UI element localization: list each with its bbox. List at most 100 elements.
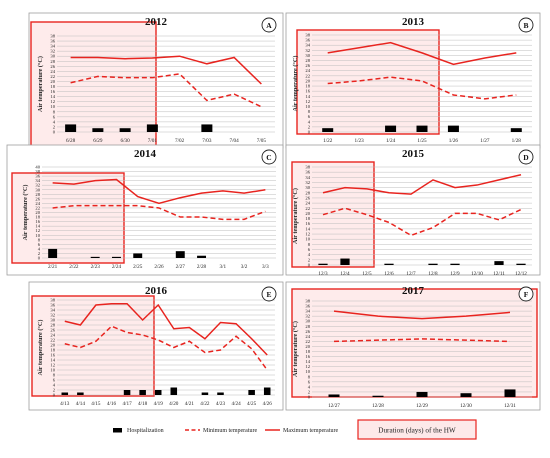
x-tick-label: 2/22 bbox=[69, 264, 79, 270]
y-tick-label: 8 bbox=[308, 242, 311, 247]
y-tick-label: 38 bbox=[50, 34, 55, 39]
y-tick-label: 14 bbox=[305, 359, 310, 364]
y-tick-label: 30 bbox=[35, 187, 40, 192]
y-tick-label: 32 bbox=[305, 314, 310, 319]
panel-title: 2016 bbox=[145, 285, 168, 297]
y-tick-label: 34 bbox=[305, 309, 310, 314]
y-tick-label: 34 bbox=[305, 175, 310, 180]
y-tick-label: 8 bbox=[53, 373, 56, 378]
x-tick-label: 1/28 bbox=[512, 138, 522, 144]
hospitalization-bar bbox=[318, 263, 328, 265]
y-tick-label: 6 bbox=[308, 247, 311, 252]
max-temperature-line bbox=[52, 178, 266, 205]
panel-letter: C bbox=[266, 153, 271, 162]
y-tick-label: 24 bbox=[305, 201, 310, 206]
y-tick-label: 38 bbox=[305, 299, 310, 304]
x-tick-label: 12/28 bbox=[372, 403, 384, 409]
y-tick-label: 4 bbox=[38, 246, 41, 251]
x-tick-label: 4/18 bbox=[138, 401, 148, 407]
hospitalization-bar bbox=[328, 394, 340, 397]
x-tick-label: 4/26 bbox=[263, 401, 273, 407]
y-tick-label: 28 bbox=[50, 323, 55, 328]
y-axis-label: Air temperature (°C) bbox=[37, 320, 44, 376]
y-tick-label: 20 bbox=[50, 343, 55, 348]
x-tick-label: 12/31 bbox=[504, 403, 516, 409]
y-tick-label: 40 bbox=[35, 165, 40, 170]
y-tick-label: 20 bbox=[305, 78, 310, 83]
y-tick-label: 10 bbox=[50, 368, 55, 373]
hw-duration-box bbox=[11, 172, 125, 264]
x-tick-label: 12/9 bbox=[450, 271, 460, 277]
hospitalization-bar bbox=[119, 128, 131, 132]
y-tick-label: 22 bbox=[305, 73, 310, 78]
max-temperature-line bbox=[333, 310, 511, 320]
x-tick-label: 4/19 bbox=[154, 401, 164, 407]
max-temperature-line bbox=[64, 303, 268, 356]
y-tick-label: 22 bbox=[50, 338, 55, 343]
x-tick-label: 6/29 bbox=[93, 138, 103, 144]
y-tick-label: 4 bbox=[53, 119, 56, 124]
x-tick-label: 1/24 bbox=[386, 138, 396, 144]
y-tick-label: 24 bbox=[50, 333, 55, 338]
panel-letter: A bbox=[266, 21, 272, 30]
panel-letter-circle bbox=[518, 286, 534, 302]
hospitalization-bar bbox=[428, 263, 438, 265]
hospitalization-bar bbox=[123, 390, 131, 395]
hospitalization-bar bbox=[154, 390, 162, 395]
hospitalization-bar bbox=[92, 128, 104, 132]
x-tick-label: 7/01 bbox=[148, 138, 158, 144]
min-temperature-line bbox=[333, 338, 511, 343]
min-temperature-line bbox=[327, 76, 517, 100]
hospitalization-bar bbox=[416, 391, 428, 397]
y-tick-label: 26 bbox=[50, 64, 55, 69]
hospitalization-bar bbox=[460, 393, 472, 397]
x-tick-label: 6/30 bbox=[121, 138, 131, 144]
x-tick-label: 4/16 bbox=[107, 401, 117, 407]
y-tick-label: 12 bbox=[50, 99, 55, 104]
hospitalization-bar bbox=[201, 124, 213, 132]
y-tick-label: 12 bbox=[305, 364, 310, 369]
y-axis-label: Air temperature (°C) bbox=[292, 188, 299, 244]
y-tick-label: 16 bbox=[305, 89, 310, 94]
y-tick-label: 10 bbox=[305, 104, 310, 109]
x-tick-label: 2/24 bbox=[112, 264, 122, 270]
x-tick-label: 4/20 bbox=[169, 401, 179, 407]
y-tick-label: 12 bbox=[305, 99, 310, 104]
y-tick-label: 30 bbox=[305, 319, 310, 324]
y-tick-label: 22 bbox=[50, 74, 55, 79]
y-tick-label: 38 bbox=[305, 33, 310, 38]
y-tick-label: 26 bbox=[35, 196, 40, 201]
y-tick-label: 2 bbox=[308, 257, 311, 262]
x-tick-label: 12/29 bbox=[416, 403, 428, 409]
y-tick-label: 18 bbox=[50, 84, 55, 89]
hospitalization-bar bbox=[385, 125, 397, 132]
min-temperature-line bbox=[52, 204, 266, 221]
y-tick-label: 14 bbox=[305, 226, 310, 231]
x-tick-label: 4/17 bbox=[122, 401, 132, 407]
panel-title: 2015 bbox=[402, 148, 425, 160]
y-tick-label: 8 bbox=[308, 374, 311, 379]
y-tick-label: 10 bbox=[50, 104, 55, 109]
hospitalization-bar bbox=[217, 392, 224, 395]
hospitalization-bar bbox=[450, 263, 460, 265]
x-tick-label: 2/28 bbox=[197, 264, 207, 270]
y-tick-label: 4 bbox=[308, 252, 311, 257]
hospitalization-bar bbox=[447, 125, 459, 132]
hospitalization-bar bbox=[504, 389, 516, 397]
y-tick-label: 0 bbox=[53, 393, 56, 398]
x-tick-label: 4/25 bbox=[247, 401, 257, 407]
y-tick-label: 30 bbox=[305, 185, 310, 190]
y-tick-label: 36 bbox=[305, 170, 310, 175]
y-axis-label: Air temperature (°C) bbox=[37, 56, 44, 112]
y-tick-label: 34 bbox=[50, 44, 55, 49]
hw-duration-box bbox=[291, 288, 538, 398]
x-tick-label: 7/05 bbox=[257, 138, 267, 144]
x-tick-label: 12/10 bbox=[471, 271, 483, 277]
x-tick-label: 2/21 bbox=[48, 264, 58, 270]
y-tick-label: 28 bbox=[35, 192, 40, 197]
x-tick-label: 4/23 bbox=[216, 401, 226, 407]
hospitalization-bar bbox=[494, 261, 504, 265]
